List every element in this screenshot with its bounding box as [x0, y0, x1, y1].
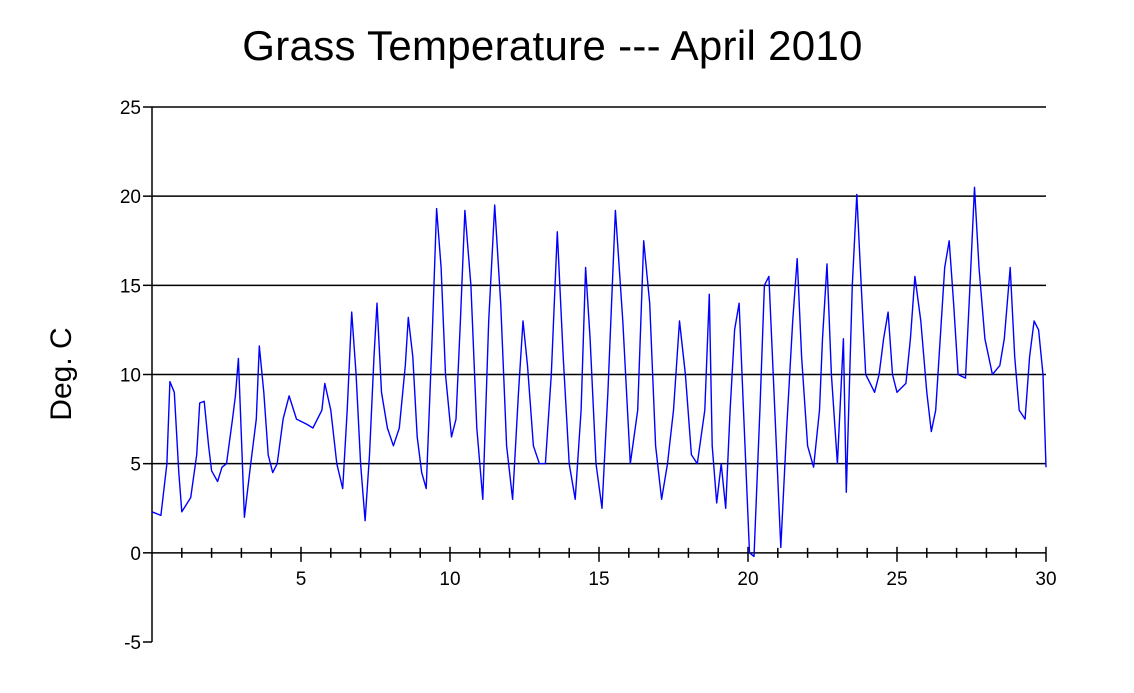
x-tick-label-30: 30	[1035, 569, 1056, 590]
y-tick-label-15: 15	[120, 276, 141, 297]
x-tick-label-20: 20	[737, 569, 758, 590]
y-tick-label-10: 10	[120, 366, 141, 387]
x-tick-label-10: 10	[439, 569, 460, 590]
chart-title: Grass Temperature --- April 2010	[242, 22, 863, 69]
x-tick-label-25: 25	[886, 569, 907, 590]
y-tick-label--5: -5	[124, 633, 141, 654]
x-tick-label-5: 5	[296, 569, 307, 590]
y-tick-label-25: 25	[120, 98, 141, 119]
y-tick-label-0: 0	[130, 544, 141, 565]
x-tick-label-15: 15	[588, 569, 609, 590]
y-tick-label-5: 5	[130, 455, 141, 476]
y-tick-label-20: 20	[120, 187, 141, 208]
series-line-0	[151, 186, 1047, 558]
